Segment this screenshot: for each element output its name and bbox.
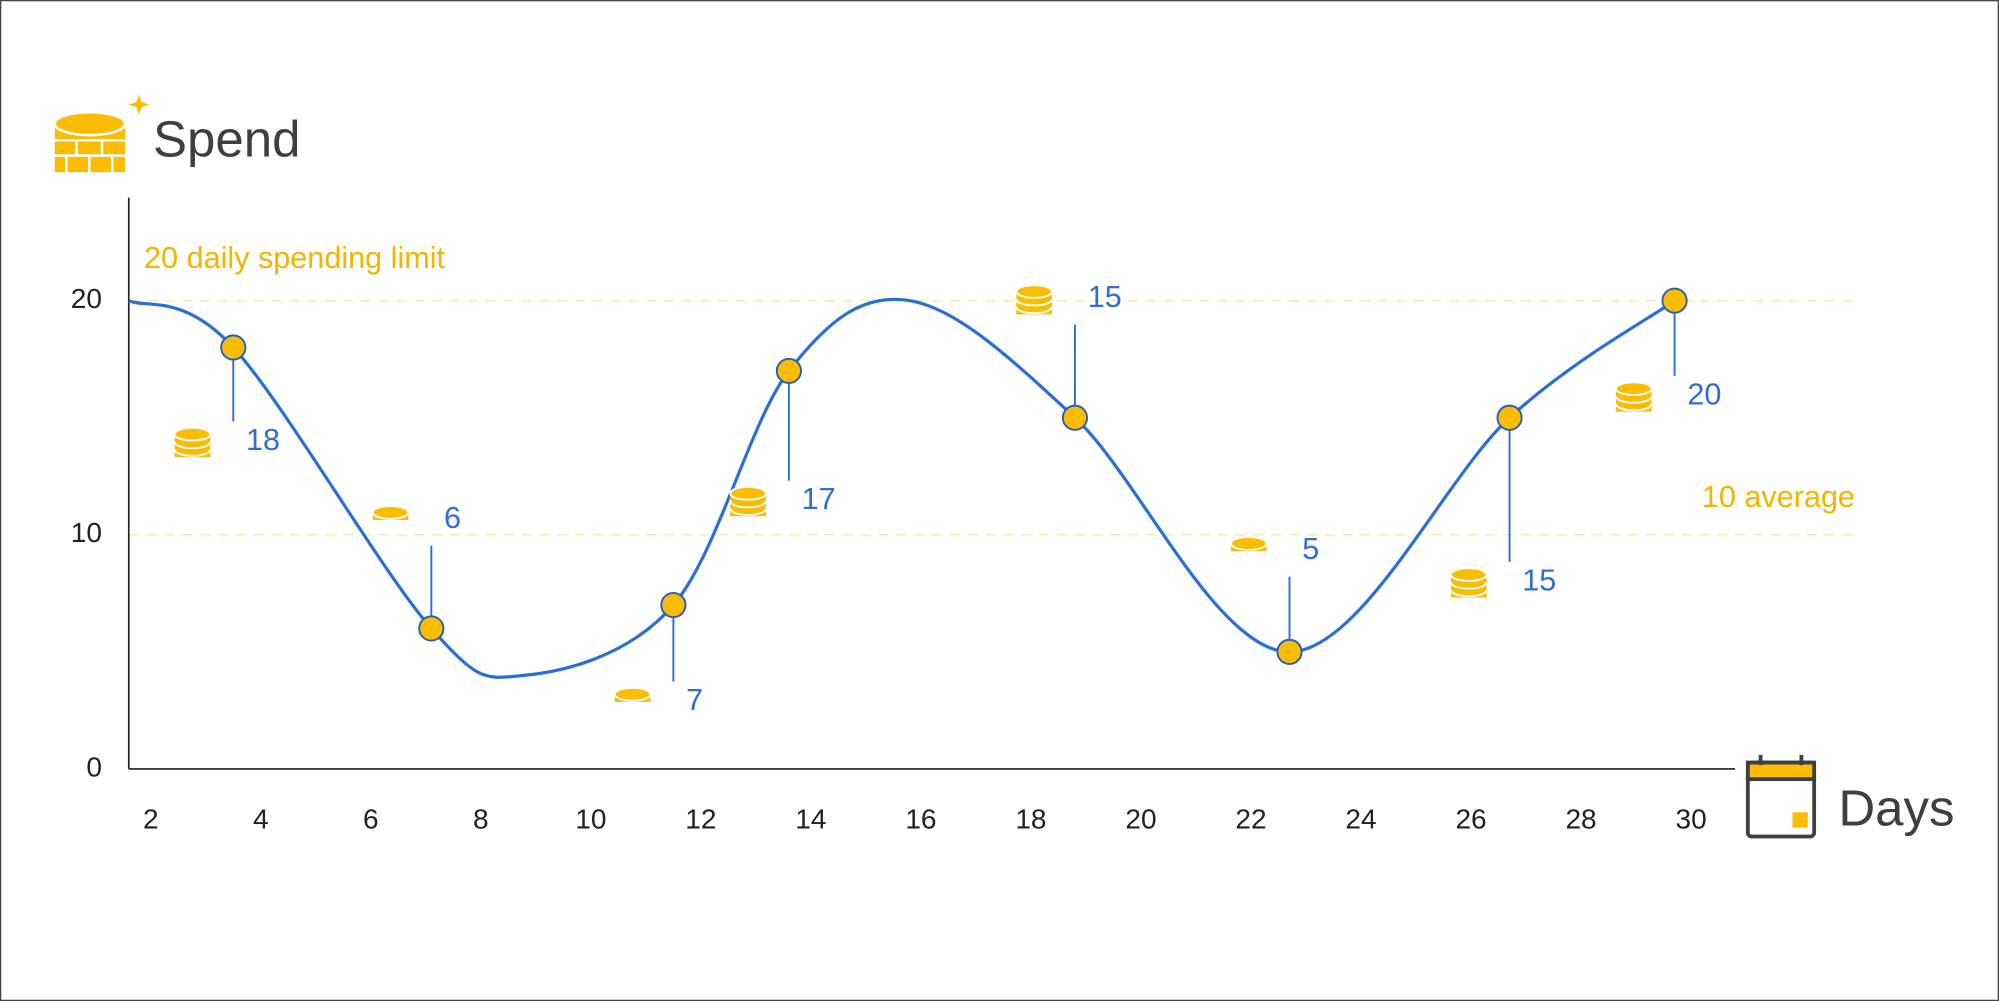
coin: [371, 505, 410, 520]
coin-icon: [1614, 381, 1653, 412]
coin-icon: [1449, 567, 1488, 598]
data-point: [1276, 638, 1303, 665]
spend-icon: [53, 94, 150, 173]
coin: [1614, 381, 1653, 396]
data-point: [1061, 404, 1089, 431]
value-label: 7: [686, 683, 703, 717]
spend-curve: [128, 297, 1676, 679]
x-tick-label: 30: [1675, 804, 1706, 835]
coin-icon: [613, 686, 652, 702]
coin: [1015, 284, 1053, 299]
coin-icon: [1229, 536, 1268, 552]
x-tick-label: 4: [253, 804, 269, 835]
x-tick-label: 12: [685, 804, 716, 835]
x-tick-label: 8: [473, 804, 489, 835]
days-icon: [1745, 754, 1817, 839]
value-label: 6: [444, 501, 461, 535]
y-tick-label: 0: [86, 751, 102, 782]
value-label: 17: [802, 482, 836, 516]
x-tick-label: 24: [1345, 804, 1376, 835]
x-tick-label: 18: [1015, 804, 1046, 835]
data-point: [1496, 404, 1523, 431]
x-tick-label: 14: [795, 804, 826, 835]
value-label: 20: [1687, 377, 1721, 411]
data-point: [220, 334, 247, 361]
x-tick-label: 10: [575, 804, 606, 835]
coin: [613, 686, 652, 702]
coin-icon: [173, 426, 212, 458]
y-tick-label: 20: [71, 283, 102, 314]
coin-icon: [371, 505, 410, 521]
x-axis-label: Days: [1838, 780, 1954, 837]
x-tick-label: 20: [1125, 804, 1156, 835]
x-tick-label: 28: [1565, 804, 1596, 835]
reference-label: 20 daily spending limit: [144, 241, 445, 275]
data-point: [660, 591, 687, 619]
coin: [1229, 536, 1268, 551]
value-label: 5: [1302, 532, 1319, 566]
value-label: 18: [246, 423, 280, 457]
value-label: 15: [1522, 563, 1556, 597]
reference-label: 10 average: [1702, 480, 1855, 514]
x-tick-label: 6: [363, 804, 379, 835]
data-point: [1661, 287, 1688, 314]
x-tick-label: 16: [905, 804, 936, 835]
data-point: [418, 615, 445, 642]
y-axis-label: Spend: [153, 110, 300, 167]
coin: [1449, 567, 1488, 582]
value-label: 15: [1088, 280, 1122, 314]
coin: [173, 426, 212, 442]
coin: [729, 485, 767, 501]
data-point: [775, 357, 802, 384]
y-tick-label: 10: [71, 517, 102, 548]
coin-icon: [1015, 284, 1053, 315]
x-tick-label: 2: [143, 804, 159, 835]
coin-icon: [729, 485, 767, 517]
x-tick-label: 26: [1455, 804, 1486, 835]
x-tick-label: 22: [1235, 804, 1266, 835]
